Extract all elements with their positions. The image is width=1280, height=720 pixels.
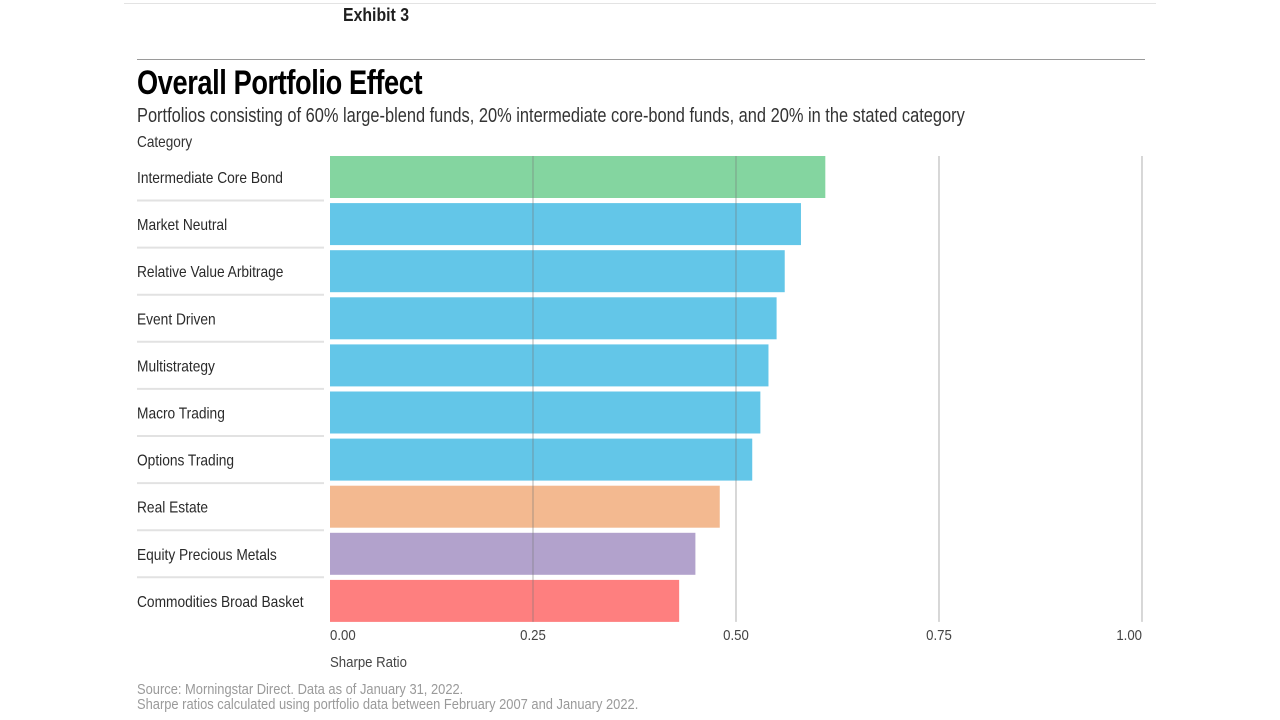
- bar-commodities-broad-basket: [330, 579, 680, 622]
- category-label: Market Neutral: [137, 216, 227, 234]
- chart-footer: Source: Morningstar Direct. Data as of J…: [137, 682, 638, 712]
- category-label: Macro Trading: [137, 405, 225, 423]
- category-label: Relative Value Arbitrage: [137, 263, 283, 281]
- chart-title: Overall Portfolio Effect: [137, 64, 423, 102]
- category-labels-group: Intermediate Core Bond Market Neutral Rela…: [137, 169, 324, 611]
- source-note: Source: Morningstar Direct. Data as of J…: [137, 681, 464, 698]
- x-tick-label: 1.00: [1116, 626, 1142, 643]
- x-tick-label: 0.25: [520, 626, 546, 643]
- bar-event-driven: [330, 297, 777, 340]
- bar-options-trading: [330, 438, 753, 481]
- methodology-note: Sharpe ratios calculated using portfolio…: [137, 696, 639, 713]
- x-tick-label: 0.75: [926, 626, 952, 643]
- category-axis-header: Category: [137, 134, 193, 151]
- x-axis-title: Sharpe Ratio: [330, 653, 407, 670]
- bar-market-neutral: [330, 203, 801, 246]
- category-label: Multistrategy: [137, 357, 215, 375]
- category-label: Intermediate Core Bond: [137, 169, 283, 187]
- bar-real-estate: [330, 485, 720, 528]
- bars-group: [330, 156, 826, 622]
- section-divider: [137, 59, 1145, 60]
- exhibit-label: Exhibit 3: [343, 5, 410, 25]
- category-label: Real Estate: [137, 499, 208, 517]
- category-label: Commodities Broad Basket: [137, 593, 304, 611]
- x-ticks-group: 0.00 0.25 0.50 0.75 1.00: [330, 626, 1142, 643]
- x-tick-label: 0.00: [330, 626, 356, 643]
- category-label: Event Driven: [137, 310, 216, 328]
- gridlines-group: [532, 156, 1143, 622]
- bar-relative-value-arbitrage: [330, 250, 785, 293]
- bar-intermediate-core-bond: [330, 156, 826, 198]
- bar-equity-precious-metals: [330, 532, 696, 575]
- bar-multistrategy: [330, 344, 769, 387]
- top-rule: [124, 3, 1156, 4]
- bar-macro-trading: [330, 391, 761, 434]
- category-label: Options Trading: [137, 452, 234, 470]
- category-label: Equity Precious Metals: [137, 546, 277, 564]
- chart-subtitle: Portfolios consisting of 60% large-blend…: [137, 105, 965, 127]
- x-tick-label: 0.50: [723, 626, 749, 643]
